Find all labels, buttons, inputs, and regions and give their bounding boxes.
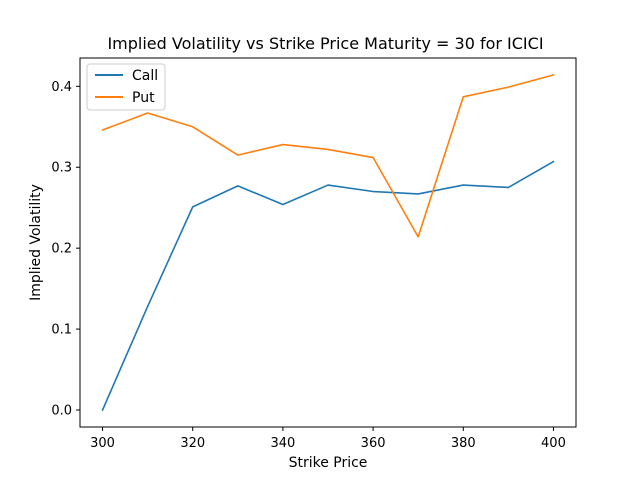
x-tick-label: 320 xyxy=(180,436,205,451)
plot-area-frame xyxy=(79,57,577,428)
x-tick-label: 340 xyxy=(270,436,295,451)
y-tick-label: 0.2 xyxy=(51,242,72,257)
x-tick-label: 360 xyxy=(361,436,386,451)
series-line-call xyxy=(101,160,555,412)
x-tick-label: 400 xyxy=(541,436,566,451)
axis-ticks: 300 320 340 360 380 400 0.0 0.1 0.2 0.3 0.4 xyxy=(51,80,566,451)
y-tick-label: 0.4 xyxy=(51,80,72,95)
series-lines xyxy=(101,74,555,412)
y-axis-label: Implied Volatility xyxy=(28,184,44,301)
chart-title: Implied Volatility vs Strike Price Matur… xyxy=(107,34,543,53)
x-tick-label: 300 xyxy=(90,436,115,451)
x-axis-label: Strike Price xyxy=(289,455,368,471)
x-tick-label: 380 xyxy=(451,436,476,451)
legend: Call Put xyxy=(86,63,166,111)
legend-put-label: Put xyxy=(132,90,155,106)
legend-call-label: Call xyxy=(132,68,158,84)
y-tick-label: 0.3 xyxy=(51,161,72,176)
series-line-put xyxy=(101,74,555,238)
y-tick-label: 0.1 xyxy=(51,323,72,338)
y-tick-label: 0.0 xyxy=(51,404,72,419)
